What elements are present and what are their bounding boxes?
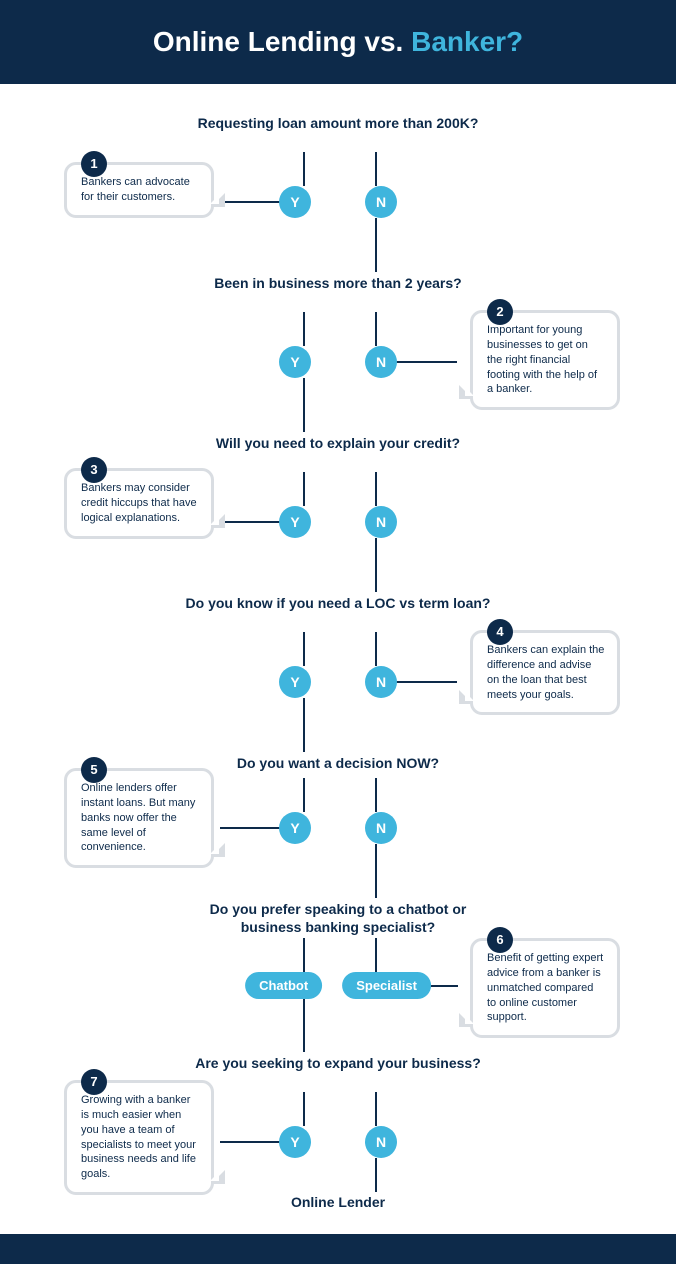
question-text: Requesting loan amount more than 200K? bbox=[178, 114, 498, 132]
no-circle: N bbox=[365, 346, 397, 378]
callout: 1Bankers can advocate for their customer… bbox=[64, 162, 214, 218]
flow-vline bbox=[303, 152, 305, 186]
no-circle: N bbox=[365, 666, 397, 698]
flow-vline bbox=[375, 844, 377, 898]
callout: 3Bankers may consider credit hiccups tha… bbox=[64, 468, 214, 539]
callout-text: Bankers may consider credit hiccups that… bbox=[81, 481, 199, 526]
callout-badge: 4 bbox=[487, 619, 513, 645]
yes-circle: Y bbox=[279, 506, 311, 538]
callout-text: Bankers can advocate for their customers… bbox=[81, 175, 199, 205]
end-label: Online Lender bbox=[291, 1194, 385, 1210]
title-highlight: Banker? bbox=[411, 26, 523, 57]
question-text: Are you seeking to expand your business? bbox=[178, 1054, 498, 1072]
footer-bar bbox=[0, 1234, 676, 1264]
yes-circle: Y bbox=[279, 1126, 311, 1158]
header: Online Lending vs. Banker? bbox=[0, 0, 676, 84]
question-text: Do you want a decision NOW? bbox=[178, 754, 498, 772]
callout-text: Bankers can explain the difference and a… bbox=[487, 643, 605, 702]
flowchart: Requesting loan amount more than 200K? Be… bbox=[0, 84, 676, 1234]
title-main: Online Lending vs. bbox=[153, 26, 411, 57]
callout-badge: 1 bbox=[81, 151, 107, 177]
flow-vline bbox=[303, 698, 305, 752]
flow-vline bbox=[375, 312, 377, 346]
flow-vline bbox=[375, 778, 377, 812]
yn-row: YN bbox=[279, 346, 397, 378]
yes-circle: Y bbox=[279, 812, 311, 844]
flow-vline bbox=[375, 1158, 377, 1192]
flow-vline bbox=[375, 632, 377, 666]
pill-chatbot: Chatbot bbox=[245, 972, 322, 999]
pill-row: Chatbot Specialist bbox=[245, 972, 431, 999]
pill-specialist: Specialist bbox=[342, 972, 431, 999]
flow-vline bbox=[303, 378, 305, 432]
callout-badge: 5 bbox=[81, 757, 107, 783]
yn-row: YN bbox=[279, 186, 397, 218]
yes-circle: Y bbox=[279, 346, 311, 378]
flow-vline bbox=[375, 152, 377, 186]
page-title: Online Lending vs. Banker? bbox=[0, 26, 676, 58]
yn-row: YN bbox=[279, 666, 397, 698]
no-circle: N bbox=[365, 506, 397, 538]
flow-vline bbox=[375, 472, 377, 506]
callout: 2Important for young businesses to get o… bbox=[470, 310, 620, 410]
callout: 7Growing with a banker is much easier wh… bbox=[64, 1080, 214, 1195]
question-text: Been in business more than 2 years? bbox=[178, 274, 498, 292]
flow-hline bbox=[395, 681, 457, 683]
flow-hline bbox=[395, 361, 457, 363]
no-circle: N bbox=[365, 186, 397, 218]
callout: 4Bankers can explain the difference and … bbox=[470, 630, 620, 715]
yn-row: YN bbox=[279, 506, 397, 538]
callout-badge: 2 bbox=[487, 299, 513, 325]
callout-text: Growing with a banker is much easier whe… bbox=[81, 1093, 199, 1182]
flow-vline bbox=[303, 312, 305, 346]
no-circle: N bbox=[365, 1126, 397, 1158]
yn-row: YN bbox=[279, 1126, 397, 1158]
flow-vline bbox=[303, 998, 305, 1052]
flow-vline bbox=[375, 218, 377, 272]
flow-vline bbox=[375, 1092, 377, 1126]
question-text: Will you need to explain your credit? bbox=[178, 434, 498, 452]
yes-circle: Y bbox=[279, 186, 311, 218]
callout-badge: 3 bbox=[81, 457, 107, 483]
flow-vline bbox=[375, 538, 377, 592]
yn-row: YN bbox=[279, 812, 397, 844]
question-text: Do you prefer speaking to a chatbot or b… bbox=[178, 900, 498, 936]
callout: 6Benefit of getting expert advice from a… bbox=[470, 938, 620, 1038]
flow-vline bbox=[303, 472, 305, 506]
callout-badge: 6 bbox=[487, 927, 513, 953]
flow-vline bbox=[303, 778, 305, 812]
flow-vline bbox=[303, 938, 305, 972]
no-circle: N bbox=[365, 812, 397, 844]
callout-text: Benefit of getting expert advice from a … bbox=[487, 951, 605, 1025]
flow-vline bbox=[303, 632, 305, 666]
callout: 5Online lenders offer instant loans. But… bbox=[64, 768, 214, 868]
yes-circle: Y bbox=[279, 666, 311, 698]
callout-text: Important for young businesses to get on… bbox=[487, 323, 605, 397]
flow-vline bbox=[303, 1092, 305, 1126]
callout-text: Online lenders offer instant loans. But … bbox=[81, 781, 199, 855]
question-text: Do you know if you need a LOC vs term lo… bbox=[178, 594, 498, 612]
flow-vline bbox=[375, 938, 377, 972]
callout-badge: 7 bbox=[81, 1069, 107, 1095]
